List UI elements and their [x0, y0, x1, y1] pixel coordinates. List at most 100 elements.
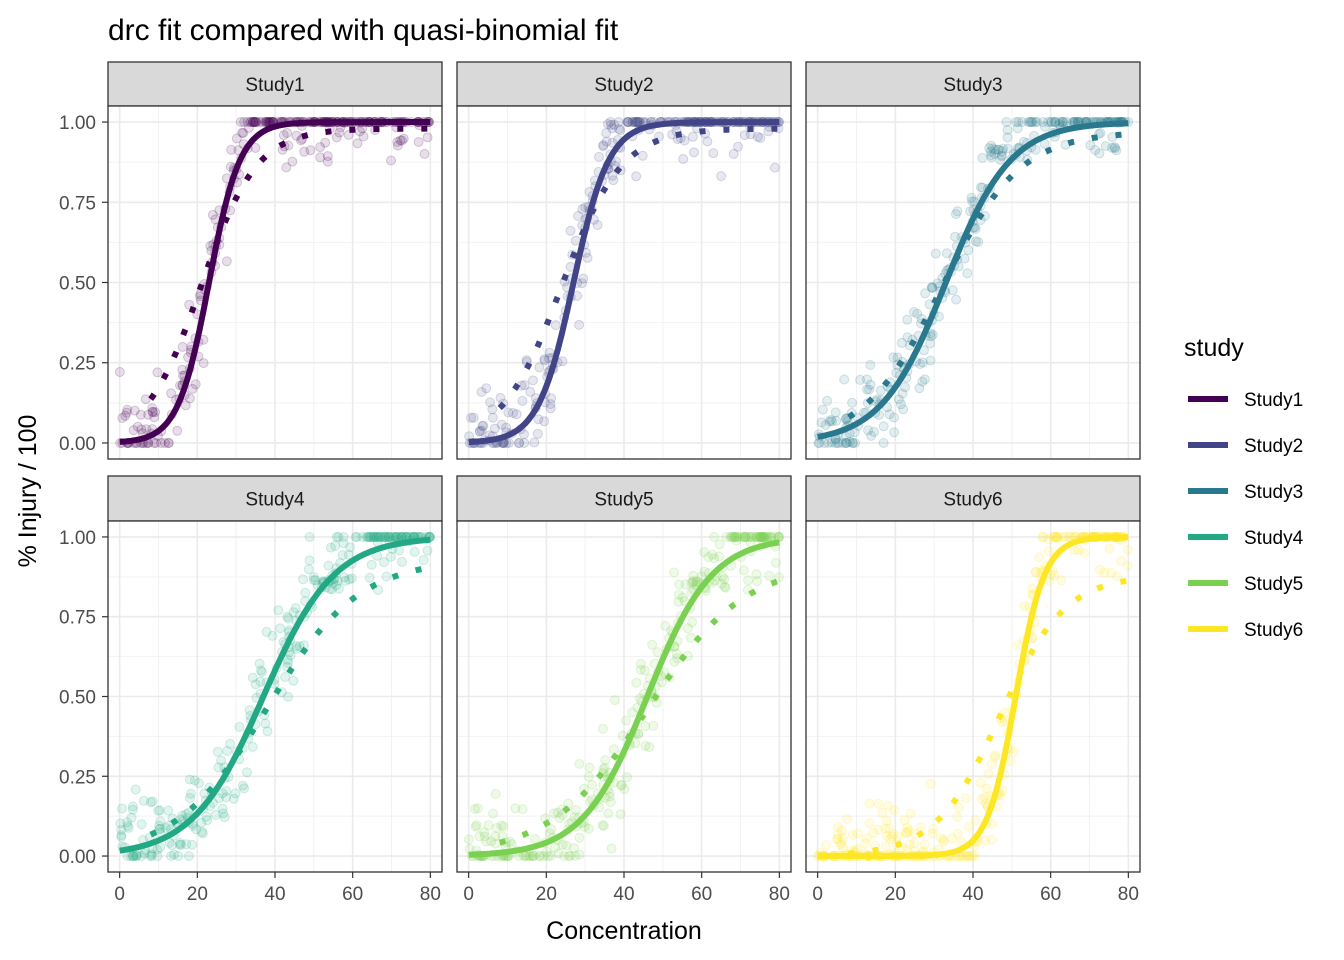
- data-point: [332, 575, 343, 586]
- data-point: [962, 268, 973, 279]
- facet-study1: Study1 0.00 0.25 0.50 0.75 1.00: [59, 61, 443, 460]
- data-point: [338, 532, 349, 542]
- data-point: [888, 352, 899, 363]
- data-point: [889, 412, 900, 423]
- data-point: [553, 848, 564, 859]
- data-point: [927, 329, 938, 340]
- data-point: [131, 851, 142, 861]
- data-point: [327, 584, 338, 595]
- data-point: [647, 639, 658, 650]
- data-point: [280, 672, 291, 682]
- data-point: [116, 824, 127, 835]
- data-point: [386, 155, 396, 166]
- data-point: [303, 564, 314, 575]
- data-point: [391, 532, 402, 542]
- data-point: [250, 142, 261, 153]
- data-point: [840, 438, 851, 448]
- data-point: [740, 532, 750, 542]
- data-point: [964, 821, 974, 832]
- data-point: [281, 162, 292, 173]
- data-point: [514, 438, 525, 448]
- data-point: [899, 815, 910, 826]
- facet-study6: Study6 0 20 40 60 80: [805, 475, 1141, 905]
- data-point: [532, 428, 543, 439]
- data-point: [135, 409, 146, 420]
- data-point: [1107, 142, 1118, 153]
- data-point: [371, 532, 382, 542]
- data-point: [902, 314, 913, 325]
- y-tick-label: 0.25: [59, 354, 96, 375]
- data-point: [146, 851, 157, 861]
- data-point: [217, 803, 228, 814]
- data-point: [538, 851, 549, 861]
- data-point: [869, 426, 879, 437]
- data-point: [534, 362, 545, 373]
- data-point: [282, 611, 293, 622]
- data-point: [579, 821, 590, 832]
- data-point: [565, 851, 575, 861]
- data-point: [225, 738, 236, 749]
- data-point: [866, 430, 877, 441]
- data-point: [346, 573, 357, 584]
- data-point: [847, 397, 858, 408]
- facet-study4: Study4 0.00 0.25 0.50 0.75 1.00 0 20 40 60 80: [59, 475, 443, 905]
- data-point: [534, 851, 545, 861]
- data-point: [234, 721, 245, 732]
- data-point: [273, 605, 284, 616]
- x-tick-label: 80: [1118, 884, 1139, 905]
- data-point: [759, 532, 770, 542]
- data-point: [213, 762, 224, 773]
- data-point: [574, 319, 585, 330]
- data-point: [304, 555, 315, 566]
- data-point: [156, 438, 166, 448]
- data-point: [746, 532, 757, 542]
- data-point: [191, 824, 202, 835]
- data-point: [598, 764, 609, 775]
- data-point: [831, 415, 842, 426]
- data-point: [183, 807, 194, 818]
- data-point: [287, 156, 298, 167]
- data-point: [631, 171, 642, 182]
- data-point: [759, 532, 770, 542]
- data-point: [622, 772, 633, 783]
- data-point: [601, 136, 612, 147]
- data-point: [757, 532, 768, 542]
- data-point: [980, 835, 991, 846]
- data-point: [166, 388, 177, 399]
- data-point: [629, 117, 640, 127]
- y-tick-label: 0.75: [59, 608, 96, 629]
- data-point: [310, 575, 321, 586]
- data-point: [1026, 117, 1037, 127]
- data-point: [917, 357, 928, 368]
- data-point: [207, 209, 218, 220]
- data-point: [331, 132, 342, 143]
- data-point: [844, 436, 855, 447]
- facet-panels: Study1 0.00 0.25 0.50 0.75 1.00 Study2 Study3 St…: [59, 61, 1141, 905]
- facet-study3: Study3: [805, 61, 1141, 460]
- data-point: [702, 136, 713, 147]
- data-point: [127, 804, 138, 815]
- x-tick-label: 60: [691, 884, 712, 905]
- data-point: [486, 836, 497, 847]
- y-tick-label: 0.50: [59, 274, 96, 295]
- data-point: [1011, 117, 1022, 127]
- data-point: [160, 823, 171, 833]
- data-point: [677, 592, 688, 603]
- y-tick-label: 0.25: [59, 767, 96, 788]
- data-point: [739, 532, 750, 542]
- data-point: [476, 425, 487, 436]
- data-point: [247, 117, 258, 127]
- data-point: [582, 252, 593, 263]
- data-point: [340, 575, 351, 586]
- data-point: [950, 209, 961, 220]
- data-point: [686, 577, 697, 588]
- data-point: [836, 825, 847, 836]
- data-point: [490, 789, 501, 799]
- data-point: [525, 386, 536, 397]
- data-point: [607, 123, 618, 134]
- panel-border: [456, 105, 792, 460]
- data-point: [250, 679, 261, 690]
- data-point: [861, 833, 872, 844]
- facet-strip-label: Study2: [594, 75, 653, 96]
- data-point: [136, 819, 147, 830]
